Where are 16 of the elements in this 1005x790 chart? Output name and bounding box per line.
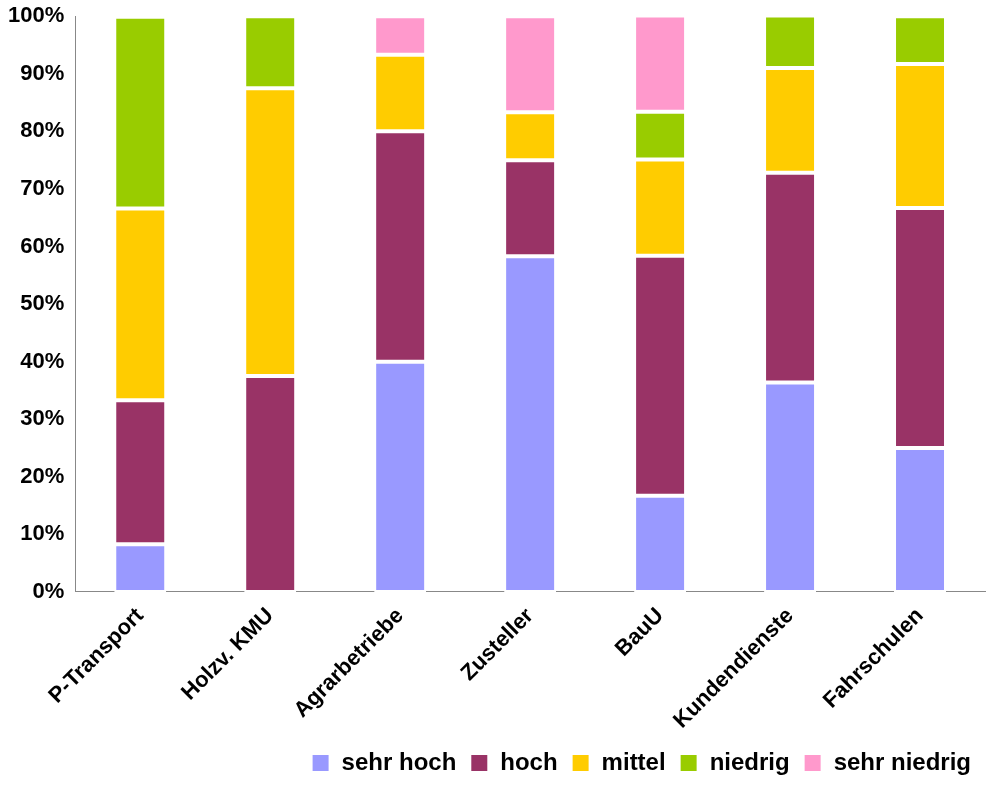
y-tick-label: 40% <box>20 347 65 373</box>
legend-label: hoch <box>500 747 558 775</box>
legend-label: sehr niedrig <box>833 747 972 775</box>
y-tick-label: 90% <box>20 59 65 85</box>
y-tick-label: 20% <box>20 462 65 488</box>
legend-label: niedrig <box>709 747 790 775</box>
legend-label: mittel <box>601 747 666 775</box>
y-tick-label: 30% <box>20 405 65 431</box>
legend-label: sehr hoch <box>341 747 457 775</box>
y-tick-label: 60% <box>20 232 65 258</box>
y-tick-label: 10% <box>20 520 65 546</box>
y-tick-label: 70% <box>20 174 65 200</box>
y-tick-label: 0% <box>32 578 65 604</box>
y-tick-label: 100% <box>7 2 65 28</box>
y-tick-label: 80% <box>20 117 65 143</box>
y-tick-label: 50% <box>20 290 65 316</box>
